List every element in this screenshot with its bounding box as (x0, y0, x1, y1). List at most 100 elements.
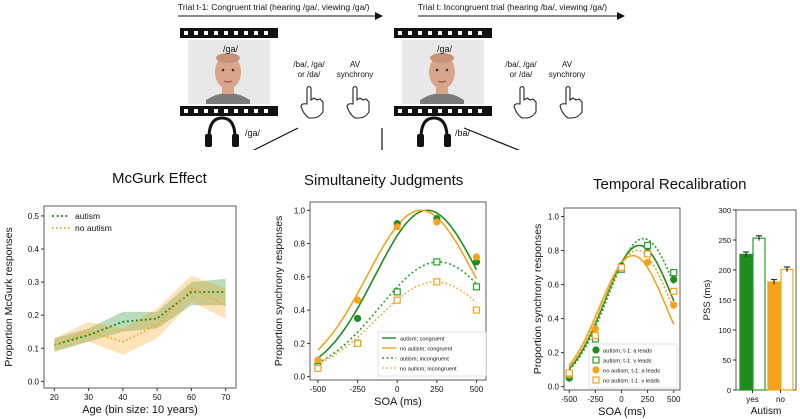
y-tick-label: 0.2 (28, 311, 40, 320)
legend-label: autism; incongruent (400, 357, 449, 363)
y-axis-label: Proportion McGurk responses (3, 227, 15, 366)
legend-label: no autism; incongruent (400, 367, 457, 373)
title-tr: Temporal Recalibration (593, 176, 747, 193)
data-point (617, 263, 626, 272)
film-strip-curr (394, 28, 492, 116)
y-tick-label: 1.0 (294, 206, 306, 215)
x-tick-label: yes (746, 395, 758, 404)
y-tick-label: 0.0 (548, 383, 560, 392)
headphones-icon (203, 116, 241, 149)
arrow-to-mcgurk (252, 127, 299, 150)
x-tick-label: -250 (350, 385, 367, 394)
data-point (644, 258, 652, 267)
y-tick-label: 0.4 (28, 245, 40, 254)
fit-curve-0 (317, 209, 478, 359)
legend-box (588, 343, 678, 389)
sync-label-curr: AV synchrony (544, 60, 590, 80)
hand-icon (513, 85, 537, 119)
y-tick-label: 0.6 (548, 281, 560, 290)
pss-bar-chart: 0 50 100 150 200 250 300 yes no Autism PSS (ms) (702, 206, 797, 417)
legend-swatch (592, 356, 600, 364)
x-axis-label: Autism (751, 406, 782, 417)
arrow-to-tr (463, 127, 521, 150)
data-point (353, 339, 362, 348)
legend-box (377, 331, 487, 377)
legend-label: autism; t-1: a leads (603, 349, 652, 355)
x-tick-label: 250 (641, 395, 655, 404)
y-tick-label: 0.8 (548, 247, 560, 256)
y-tick-label: 0.8 (294, 240, 306, 249)
mcgurk-chart: 20 30 40 50 60 70 0.0 0.1 0.2 0.3 0.4 0.5 Age (bin s… (3, 205, 237, 416)
y-tick-label: 0 (727, 386, 731, 395)
ci-band-no-autism (54, 275, 226, 355)
x-tick-label: 30 (84, 393, 93, 402)
legend-label: no autism; t-1: v leads (603, 379, 660, 385)
x-tick-label: 50 (153, 393, 162, 402)
fit-curve-1 (317, 209, 478, 351)
choice-line2: or /da/ (509, 70, 533, 79)
y-tick-label: 150 (718, 296, 731, 305)
y-tick-label: 250 (718, 236, 731, 245)
data-point (353, 296, 362, 304)
fit-curve-3 (317, 281, 478, 365)
sync-line1: AV (349, 60, 361, 69)
y-tick-label: 0.6 (294, 273, 306, 282)
data-point (393, 223, 401, 231)
legend-label: no autism; t-1: a leads (603, 369, 660, 375)
y-tick-label: 0.0 (294, 373, 306, 382)
sync-line2: synchrony (336, 70, 374, 79)
trial-prev-caption: Trial t-1: Congruent trial (hearing /ga/… (178, 2, 370, 12)
data-point (591, 331, 599, 340)
tr-chart: -500 -250 0 250 500 0.0 0.2 0.4 0.6 0.8 1.0 SOA (ms… (532, 207, 681, 418)
y-tick-label: 50 (723, 356, 731, 365)
choice-line1: /ba/, /ga/ (293, 60, 325, 69)
data-point (314, 364, 322, 372)
audio-syllable-curr: /ba/ (455, 128, 471, 138)
x-tick-label: 0 (395, 385, 400, 394)
x-axis-label: SOA (ms) (374, 396, 422, 408)
x-tick-label: 40 (118, 393, 127, 402)
legend-label: autism; t-1: v leads (603, 359, 652, 365)
x-tick-label: 250 (430, 385, 444, 394)
plot-frame (309, 201, 487, 381)
legend-label: no autism; congruent (400, 347, 453, 353)
legend-label: no autism (75, 223, 112, 233)
choice-line2: or /da/ (297, 70, 321, 79)
data-point (644, 250, 652, 258)
choice-line1: /ba/, /ga/ (505, 60, 537, 69)
plot-frame (43, 205, 237, 389)
choice-label-prev: /ba/, /ga/ or /da/ (286, 60, 332, 80)
visual-syllable-curr: /ga/ (437, 44, 453, 54)
audio-syllable-prev: /ga/ (245, 128, 261, 138)
data-point (472, 253, 481, 261)
data-point (591, 325, 599, 333)
data-point (433, 218, 441, 226)
y-tick-label: 1.0 (548, 213, 560, 222)
sync-line1: AV (561, 60, 573, 69)
data-point (393, 296, 401, 304)
data-point (314, 356, 322, 364)
x-tick-label: -250 (587, 395, 604, 404)
data-point (393, 288, 401, 296)
x-tick-label: 500 (667, 395, 681, 404)
y-tick-label: 0.2 (548, 349, 560, 358)
sync-line2: synchrony (548, 70, 586, 79)
data-point (670, 287, 678, 295)
hand-icon (346, 85, 370, 119)
y-tick-label: 200 (718, 266, 731, 275)
x-axis-label: SOA (ms) (598, 406, 646, 418)
data-point (644, 241, 652, 250)
pss-bar (752, 237, 766, 391)
hand-icon (300, 85, 324, 119)
trial-curr-caption: Trial t: Incongruent trial (hearing /ba/… (418, 2, 608, 12)
y-tick-label: 0.3 (28, 278, 40, 287)
title-sj: Simultaneity Judgments (304, 172, 464, 189)
data-point (433, 258, 441, 266)
sync-label-prev: AV synchrony (332, 60, 378, 80)
y-tick-label: 0.1 (28, 344, 40, 353)
data-point (433, 278, 441, 286)
data-point (353, 314, 362, 323)
y-tick-label: 0.4 (294, 306, 306, 315)
x-tick-label: 20 (50, 393, 59, 402)
legend-swatch (592, 346, 600, 354)
